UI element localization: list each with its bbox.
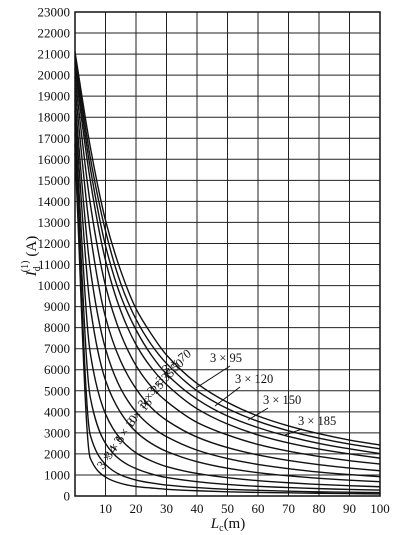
x-tick-label: 40 xyxy=(191,501,204,516)
y-tick-label: 3000 xyxy=(44,425,70,440)
x-tick-label: 100 xyxy=(370,501,390,516)
series-label: 3 × 95 xyxy=(210,351,242,365)
y-tick-label: 17000 xyxy=(38,131,71,146)
y-tick-label: 12000 xyxy=(38,236,71,251)
y-axis-title: Id(1)(A) xyxy=(20,236,43,278)
series-leader-line xyxy=(247,407,269,421)
x-axis-title: Lc(m) xyxy=(210,516,245,534)
x-tick-label: 50 xyxy=(221,501,234,516)
y-tick-label: 7000 xyxy=(44,341,70,356)
y-tick-label: 1000 xyxy=(44,467,70,482)
y-tick-label: 14000 xyxy=(38,194,71,209)
x-tick-label: 60 xyxy=(252,501,265,516)
y-tick-label: 16000 xyxy=(38,152,71,167)
x-tick-label: 70 xyxy=(282,501,295,516)
series-label: 3 × 185 xyxy=(298,414,336,428)
y-tick-label: 19000 xyxy=(38,89,71,104)
y-tick-label: 4000 xyxy=(44,404,70,419)
series-line xyxy=(74,134,381,491)
y-tick-label: 20000 xyxy=(38,68,71,83)
series-label: 3 × 120 xyxy=(235,372,273,386)
y-tick-label: 6000 xyxy=(44,362,70,377)
series-line xyxy=(74,123,381,488)
series-line xyxy=(74,77,381,465)
series-leader-line xyxy=(284,428,303,436)
series-line xyxy=(74,62,381,455)
series-line xyxy=(74,56,381,450)
y-tick-label: 5000 xyxy=(44,383,70,398)
x-tick-label: 20 xyxy=(130,501,143,516)
tick-labels: 0 1000 2000 3000 4000 5000 6000 7000 8000 9000 100… xyxy=(38,5,390,517)
x-tick-label: 10 xyxy=(99,501,112,516)
y-tick-label: 9000 xyxy=(44,299,70,314)
series-label: 3 × 150 xyxy=(263,393,301,407)
y-tick-label: 21000 xyxy=(38,47,71,62)
plot-frame xyxy=(74,11,381,497)
curves xyxy=(74,51,381,495)
series-line xyxy=(74,51,381,446)
y-tick-label: 15000 xyxy=(38,173,71,188)
x-tick-label: 30 xyxy=(160,501,173,516)
y-tick-label: 8000 xyxy=(44,320,70,335)
x-tick-label: 80 xyxy=(313,501,326,516)
series-line xyxy=(74,87,381,472)
series-line xyxy=(74,68,381,459)
y-tick-label: 13000 xyxy=(38,215,71,230)
y-tick-label: 11000 xyxy=(38,257,70,272)
series-line xyxy=(74,110,381,483)
series-line xyxy=(74,100,381,478)
series-line xyxy=(74,152,381,495)
y-tick-label: 23000 xyxy=(38,5,71,20)
series-leader-line xyxy=(214,386,241,407)
series-leader-line xyxy=(195,365,231,389)
y-tick-label: 2000 xyxy=(44,446,70,461)
y-tick-label: 0 xyxy=(64,489,71,504)
y-tick-label: 22000 xyxy=(38,26,71,41)
y-tick-label: 18000 xyxy=(38,110,71,125)
x-tick-label: 90 xyxy=(343,501,356,516)
series-line xyxy=(74,144,381,494)
y-tick-label: 10000 xyxy=(38,278,71,293)
